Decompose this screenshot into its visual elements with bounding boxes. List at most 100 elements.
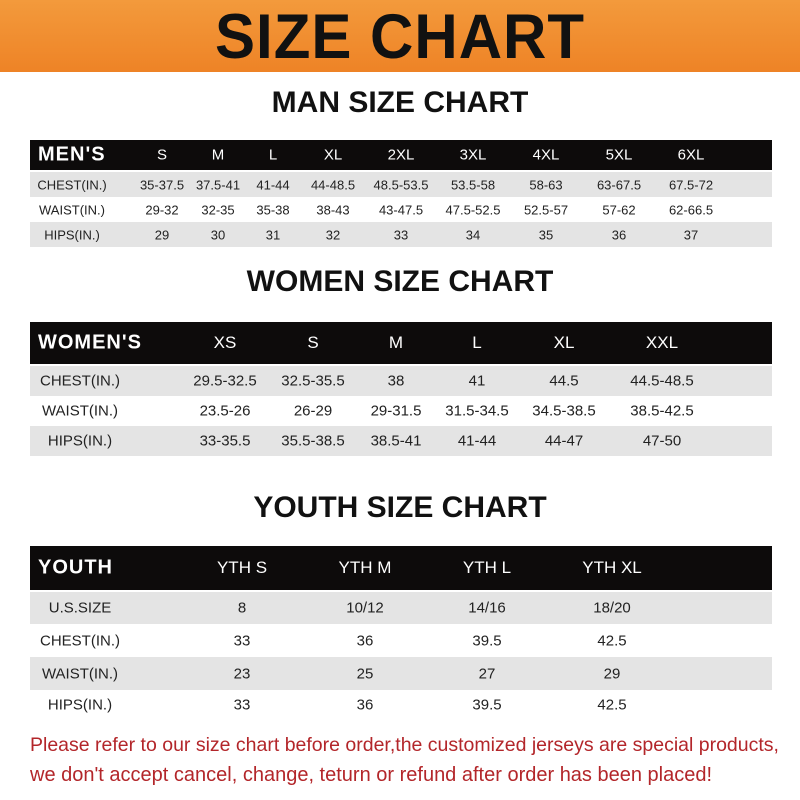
table-cell: 67.5-72 — [668, 177, 714, 192]
table-cell: 29-32 — [145, 202, 179, 217]
women-size-table: WOMEN'S XS S M L XL XXL CHEST(IN.) 29.5-32.5 32.5… — [30, 322, 772, 456]
table-cell: 43-47.5 — [378, 202, 424, 217]
row-label: HIPS(IN.) — [44, 227, 100, 242]
size-header-5xl: 5XL — [605, 146, 633, 164]
table-cell: 57-62 — [602, 202, 636, 217]
table-cell: 10/12 — [346, 599, 384, 617]
table-cell: 29.5-32.5 — [193, 372, 257, 390]
table-cell: 35-38 — [256, 202, 290, 217]
table-header-row: YOUTH YTH S YTH M YTH L YTH XL — [30, 546, 772, 590]
table-cell: 29 — [154, 227, 170, 242]
size-header-xl: XL — [323, 146, 343, 164]
table-cell: 32.5-35.5 — [281, 372, 345, 390]
table-cell: 33 — [233, 632, 251, 649]
table-cell: 27 — [478, 665, 496, 682]
table-cell: 53.5-58 — [450, 177, 496, 192]
men-section-title: MAN SIZE CHART — [271, 86, 529, 119]
table-cell: 41-44 — [457, 432, 497, 450]
table-cell: 29-31.5 — [370, 402, 422, 420]
table-cell: 23.5-26 — [199, 402, 251, 420]
table-cell: 44-47 — [544, 432, 584, 450]
table-cell: 31.5-34.5 — [445, 402, 509, 420]
table-header-label: WOMEN'S — [38, 331, 142, 354]
table-cell: 18/20 — [593, 599, 631, 617]
table-cell: 48.5-53.5 — [373, 177, 429, 192]
table-cell: 62-66.5 — [668, 202, 714, 217]
table-cell: 29 — [603, 665, 621, 682]
table-cell: 34.5-38.5 — [532, 402, 596, 420]
table-cell: 58-63 — [529, 177, 563, 192]
size-header-l: L — [472, 333, 482, 352]
table-cell: 44-48.5 — [310, 177, 356, 192]
row-label: WAIST(IN.) — [39, 202, 105, 217]
table-cell: 42.5 — [597, 696, 627, 714]
table-cell: 35.5-38.5 — [281, 432, 345, 450]
table-cell: 33 — [393, 227, 409, 242]
table-cell: 42.5 — [597, 632, 627, 649]
table-cell: 14/16 — [468, 599, 506, 617]
size-header-xs: XS — [213, 333, 237, 352]
row-label: U.S.SIZE — [48, 599, 112, 617]
table-cell: 23 — [233, 665, 251, 682]
row-label: WAIST(IN.) — [41, 665, 119, 682]
size-header-4xl: 4XL — [532, 146, 560, 164]
table-header-row: WOMEN'S XS S M L XL XXL — [30, 322, 772, 364]
table-cell: 37.5-41 — [195, 177, 241, 192]
row-label: WAIST(IN.) — [41, 402, 119, 420]
table-cell: 32-35 — [201, 202, 235, 217]
table-cell: 39.5 — [472, 696, 502, 714]
table-cell: 36 — [356, 632, 374, 649]
table-cell: 36 — [356, 696, 374, 714]
table-row: HIPS(IN.) 33 36 39.5 42.5 — [30, 690, 772, 720]
table-cell: 47.5-52.5 — [445, 202, 501, 217]
table-cell: 44.5 — [549, 372, 579, 390]
table-cell: 52.5-57 — [523, 202, 569, 217]
youth-size-table: YOUTH YTH S YTH M YTH L YTH XL U.S.SIZE 8 10/12… — [30, 546, 772, 720]
table-row: HIPS(IN.) 29 30 31 32 33 34 35 36 37 — [30, 222, 772, 247]
size-header-yth-s: YTH S — [216, 558, 268, 577]
youth-section-title: YOUTH SIZE CHART — [253, 491, 547, 524]
table-cell: 39.5 — [472, 632, 502, 649]
title-banner: SIZE CHART — [0, 0, 800, 72]
table-row: CHEST(IN.) 35-37.5 37.5-41 41-44 44-48.5 48.5… — [30, 172, 772, 197]
size-header-m: M — [388, 333, 404, 352]
table-cell: 38-43 — [316, 202, 350, 217]
page-title: SIZE CHART — [215, 1, 585, 72]
table-cell: 41-44 — [256, 177, 290, 192]
row-label: HIPS(IN.) — [47, 696, 113, 714]
table-cell: 31 — [265, 227, 281, 242]
table-header-row: MEN'S S M L XL 2XL 3XL 4XL 5XL 6XL — [30, 140, 772, 170]
notice-line-1: Please refer to our size chart before or… — [30, 734, 779, 756]
table-cell: 47-50 — [642, 432, 682, 450]
table-cell: 35-37.5 — [139, 177, 185, 192]
table-cell: 63-67.5 — [596, 177, 642, 192]
table-row: WAIST(IN.) 29-32 32-35 35-38 38-43 43-47.5 47.… — [30, 197, 772, 222]
row-label: CHEST(IN.) — [40, 632, 120, 649]
table-cell: 33 — [233, 696, 251, 714]
row-label: CHEST(IN.) — [40, 372, 120, 390]
table-cell: 44.5-48.5 — [630, 372, 694, 390]
table-cell: 36 — [611, 227, 627, 242]
table-row: WAIST(IN.) 23 25 27 29 — [30, 657, 772, 690]
row-label: HIPS(IN.) — [47, 432, 113, 450]
table-cell: 33-35.5 — [199, 432, 251, 450]
size-header-xl: XL — [553, 333, 575, 352]
size-header-2xl: 2XL — [387, 146, 415, 164]
size-header-xxl: XXL — [645, 333, 679, 352]
size-header-l: L — [268, 146, 278, 164]
table-header-label: MEN'S — [38, 143, 106, 166]
size-header-yth-l: YTH L — [462, 558, 512, 577]
men-size-table: MEN'S S M L XL 2XL 3XL 4XL 5XL 6XL CHEST(IN.) 35-37… — [30, 140, 772, 247]
size-header-yth-m: YTH M — [338, 558, 392, 577]
table-cell: 41 — [468, 372, 486, 390]
table-header-label: YOUTH — [38, 556, 113, 579]
notice-line-2: we don't accept cancel, change, teturn o… — [30, 764, 713, 786]
women-section-title: WOMEN SIZE CHART — [246, 265, 554, 298]
size-header-m: M — [211, 146, 225, 164]
table-row: CHEST(IN.) 29.5-32.5 32.5-35.5 38 41 44.5 44.5… — [30, 366, 772, 396]
size-header-3xl: 3XL — [459, 146, 487, 164]
size-header-yth-xl: YTH XL — [582, 558, 642, 577]
table-cell: 38.5-41 — [370, 432, 422, 450]
table-cell: 30 — [210, 227, 226, 242]
table-cell: 25 — [356, 665, 374, 682]
